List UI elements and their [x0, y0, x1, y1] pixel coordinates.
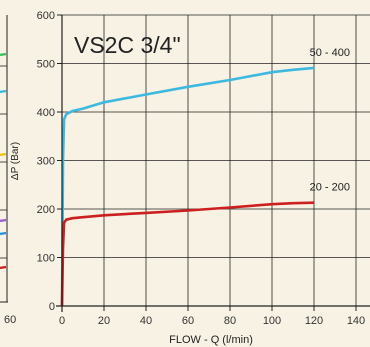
- y-tick-label: 600: [37, 10, 55, 22]
- x-tick-label: 0: [59, 315, 65, 327]
- y-axis-label: ΔP (Bar): [10, 142, 21, 180]
- left-fragment-series: [0, 218, 7, 223]
- y-tick-label: 300: [37, 156, 55, 168]
- x-tick-label: 40: [140, 315, 152, 327]
- x-axis: 0 20 40 60 80 100 120 140: [56, 305, 370, 327]
- x-tick-label: 120: [305, 315, 323, 327]
- left-fragment-series: [0, 231, 7, 236]
- series-line: [60, 66, 315, 307]
- y-tick-label: 500: [37, 59, 55, 71]
- x-tick-label: 20: [98, 315, 110, 327]
- x-tick-label: 80: [224, 315, 236, 327]
- y-tick-label: 0: [49, 301, 55, 313]
- x-tick-label: 140: [347, 315, 365, 327]
- left-fragment-series: [0, 265, 7, 270]
- left-chart-fragment: [0, 15, 8, 303]
- series-label: 20 - 200: [310, 182, 350, 194]
- x-tick-label: 60: [182, 315, 194, 327]
- x-tick-label: 100: [263, 315, 281, 327]
- chart-title: VS2C 3/4": [74, 32, 181, 58]
- left-x-tick-label: 60: [4, 314, 16, 326]
- left-fragment-series: [0, 152, 7, 157]
- left-fragment-series: [0, 89, 7, 94]
- series-layer: 50 - 400 20 - 200: [60, 47, 350, 307]
- grid: [62, 14, 370, 306]
- series-line: [60, 201, 315, 307]
- y-axis: 0 100 200 300 400 500 600: [37, 10, 63, 313]
- y-tick-label: 100: [37, 253, 55, 265]
- y-tick-label: 200: [37, 204, 55, 216]
- series-label: 50 - 400: [310, 47, 350, 59]
- left-fragment-series: [0, 52, 7, 57]
- x-axis-label: FLOW - Q (l/min): [169, 334, 253, 346]
- y-tick-label: 400: [37, 107, 55, 119]
